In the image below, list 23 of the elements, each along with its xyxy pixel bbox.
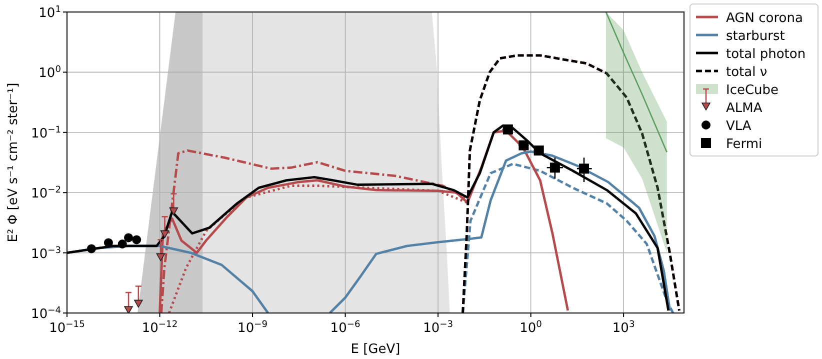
legend-label: VLA xyxy=(726,119,752,134)
x-tick-label: 10$^{−9}$ xyxy=(238,320,268,336)
x-tick-label: 10$^{0}$ xyxy=(520,320,542,336)
legend-label: Fermi xyxy=(726,137,762,152)
y-axis-title: E² Φ [eV s⁻¹ cm⁻² ster⁻¹] xyxy=(6,82,21,242)
y-tick-label: 10$^{−3}$ xyxy=(31,246,62,262)
x-tick-label: 10$^{−12}$ xyxy=(142,320,178,336)
legend-label: IceCube xyxy=(726,83,779,98)
legend-label: total ν xyxy=(726,65,768,80)
legend-label: ALMA xyxy=(726,101,762,116)
x-axis-title: E [GeV] xyxy=(350,342,400,357)
y-tick-label: 10$^{−2}$ xyxy=(31,186,61,202)
y-tick-label: 10$^{1}$ xyxy=(38,5,61,21)
y-tick-label: 10$^{−1}$ xyxy=(31,125,61,142)
y-tick-label: 10$^{−4}$ xyxy=(31,306,62,322)
x-tick-label: 10$^{−15}$ xyxy=(49,320,85,336)
x-tick-label: 10$^{−6}$ xyxy=(330,320,360,336)
x-tick-label: 10$^{3}$ xyxy=(612,320,635,336)
y-tick-label: 10$^{0}$ xyxy=(38,65,62,82)
legend-label: starburst xyxy=(726,29,785,44)
legend-label: total photon xyxy=(726,47,806,62)
x-tick-label: 10$^{−3}$ xyxy=(423,320,454,336)
legend-label: AGN corona xyxy=(726,11,803,26)
